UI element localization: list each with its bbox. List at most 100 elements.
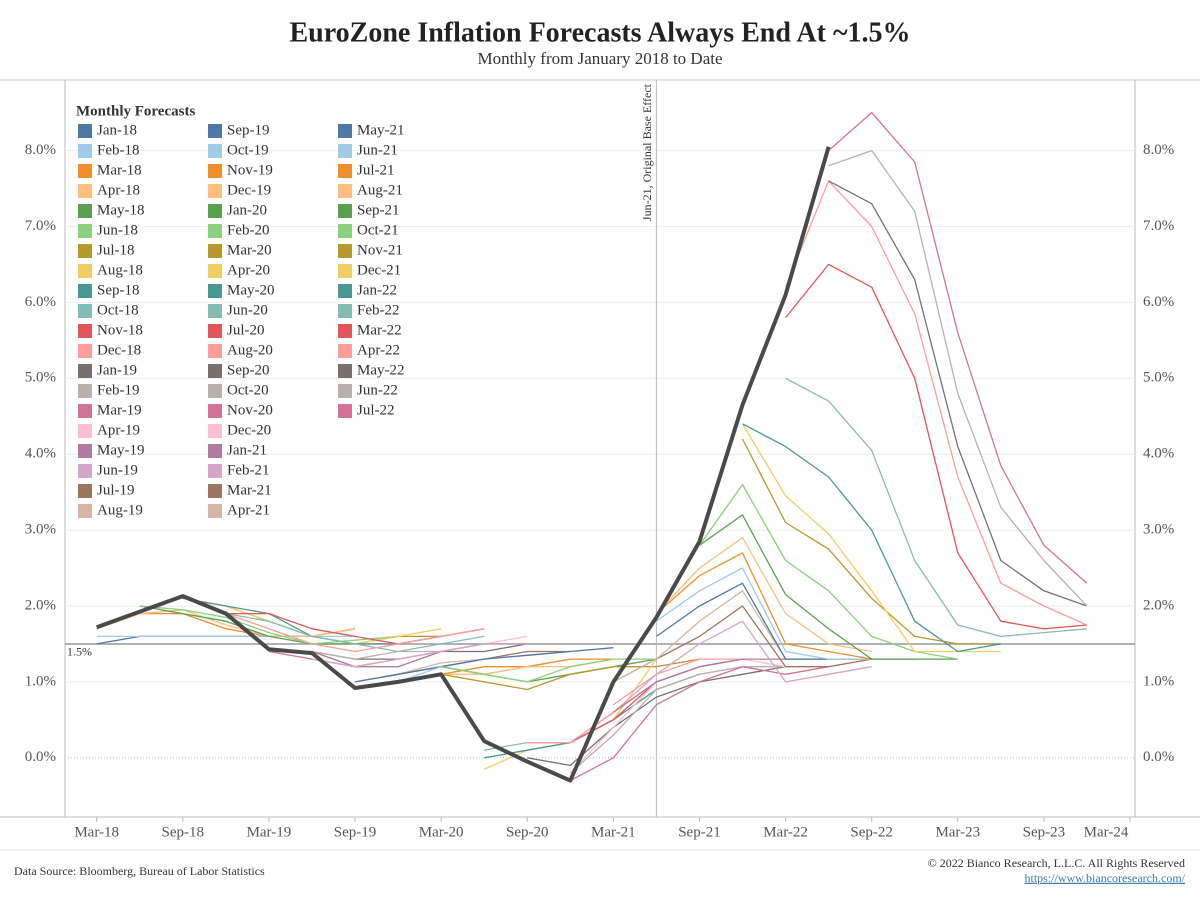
legend-swatch <box>78 504 92 518</box>
x-tick-label: Sep-21 <box>678 824 721 840</box>
forecast-line <box>785 263 1087 630</box>
legend-swatch <box>208 324 222 338</box>
x-tick-label: Sep-22 <box>850 824 893 840</box>
legend-swatch <box>78 284 92 298</box>
legend-swatch <box>78 124 92 138</box>
y-tick-label: 6.0% <box>25 294 56 310</box>
legend-swatch <box>208 164 222 178</box>
legend-swatch <box>78 304 92 318</box>
x-tick-label: Mar-22 <box>763 824 808 840</box>
forecast-line <box>139 605 399 645</box>
forecast-line <box>698 483 958 660</box>
legend-label: Jul-21 <box>357 162 395 178</box>
legend-label: Aug-18 <box>97 262 143 278</box>
legend-label: Jun-18 <box>97 222 138 238</box>
legend-label: Oct-19 <box>227 142 269 158</box>
forecast-line <box>354 647 614 683</box>
legend-label: Dec-19 <box>227 182 271 198</box>
legend-label: May-18 <box>97 202 145 218</box>
forecast-line <box>742 423 1001 653</box>
legend-swatch <box>208 484 222 498</box>
x-tick-label: Sep-23 <box>1023 824 1066 840</box>
grid <box>65 150 1135 759</box>
legend-swatch <box>338 144 352 158</box>
x-tick-label: Mar-20 <box>419 824 464 840</box>
y-tick-label: 2.0% <box>25 597 56 613</box>
forecast-line <box>569 658 786 774</box>
legend-swatch <box>78 224 92 238</box>
legend-swatch <box>78 264 92 278</box>
forecast-line <box>828 180 1088 607</box>
forecast-line <box>268 643 528 668</box>
forecast-line <box>311 643 528 668</box>
forecast-line <box>828 111 1088 584</box>
legend-label: Aug-19 <box>97 502 143 518</box>
legend-label: Aug-21 <box>357 182 403 198</box>
x-tick-label: Mar-24 <box>1084 824 1129 840</box>
actual-line <box>96 146 831 783</box>
legend-swatch <box>208 124 222 138</box>
y2-tick-label: 1.0% <box>1143 673 1174 689</box>
legend-label: Jan-22 <box>357 282 397 298</box>
legend-swatch <box>338 184 352 198</box>
y2-tick-label: 3.0% <box>1143 522 1174 538</box>
forecast-line <box>527 658 743 744</box>
legend-label: Mar-19 <box>97 402 142 418</box>
legend-label: Nov-20 <box>227 402 273 418</box>
legend-label: May-21 <box>357 122 405 138</box>
legend-swatch <box>78 464 92 478</box>
url-link[interactable]: https://www.biancoresearch.com/ <box>1024 871 1185 885</box>
legend-label: May-20 <box>227 282 275 298</box>
legend-swatch <box>78 384 92 398</box>
legend-swatch <box>78 244 92 258</box>
chart-title: EuroZone Inflation Forecasts Always End … <box>289 17 910 48</box>
legend-label: May-22 <box>357 362 405 378</box>
forecast-line <box>613 620 872 706</box>
forecast-line <box>613 590 872 683</box>
x-tick-label: Mar-21 <box>591 824 636 840</box>
forecast-line <box>655 537 872 653</box>
legend-label: Aug-20 <box>227 342 273 358</box>
legend-swatch <box>208 184 222 198</box>
y-tick-label: 8.0% <box>25 142 56 158</box>
forecast-line <box>569 666 829 782</box>
reference-label: 1.5% <box>67 645 92 659</box>
legend-label: Jul-22 <box>357 402 395 418</box>
legend-label: Mar-21 <box>227 482 272 498</box>
legend-label: Mar-22 <box>357 322 402 338</box>
legend-swatch <box>338 224 352 238</box>
legend-label: Jan-20 <box>227 202 267 218</box>
chart-subtitle: Monthly from January 2018 to Date <box>477 49 722 68</box>
legend-swatch <box>208 144 222 158</box>
legend-swatch <box>78 364 92 378</box>
forecast-line <box>785 377 1087 638</box>
legend-swatch <box>338 404 352 418</box>
forecast-line <box>440 658 700 691</box>
legend-swatch <box>208 224 222 238</box>
legend-swatch <box>208 424 222 438</box>
legend-label: Oct-18 <box>97 302 139 318</box>
forecast-line <box>225 612 485 653</box>
y-tick-label: 5.0% <box>25 370 56 386</box>
event-label: Jun-21, Original Base Effect <box>640 83 654 221</box>
legend-swatch <box>338 264 352 278</box>
forecast-line <box>655 552 872 660</box>
legend-label: Feb-18 <box>97 142 140 158</box>
legend-swatch <box>338 324 352 338</box>
forecast-line <box>440 658 657 683</box>
legend-swatch <box>78 344 92 358</box>
legend-label: Feb-20 <box>227 222 270 238</box>
legend-label: Jun-21 <box>357 142 398 158</box>
legend-label: Dec-18 <box>97 342 141 358</box>
legend-label: Jun-22 <box>357 382 398 398</box>
legend-label: Nov-19 <box>227 162 273 178</box>
legend-swatch <box>78 164 92 178</box>
legend-label: Apr-20 <box>227 262 270 278</box>
legend-swatch <box>208 364 222 378</box>
legend-label: Sep-18 <box>97 282 140 298</box>
legend-label: Dec-21 <box>357 262 401 278</box>
legend-label: Jan-19 <box>97 362 137 378</box>
forecast-line <box>828 149 1088 607</box>
legend-swatch <box>78 324 92 338</box>
legend-label: Jul-19 <box>97 482 135 498</box>
